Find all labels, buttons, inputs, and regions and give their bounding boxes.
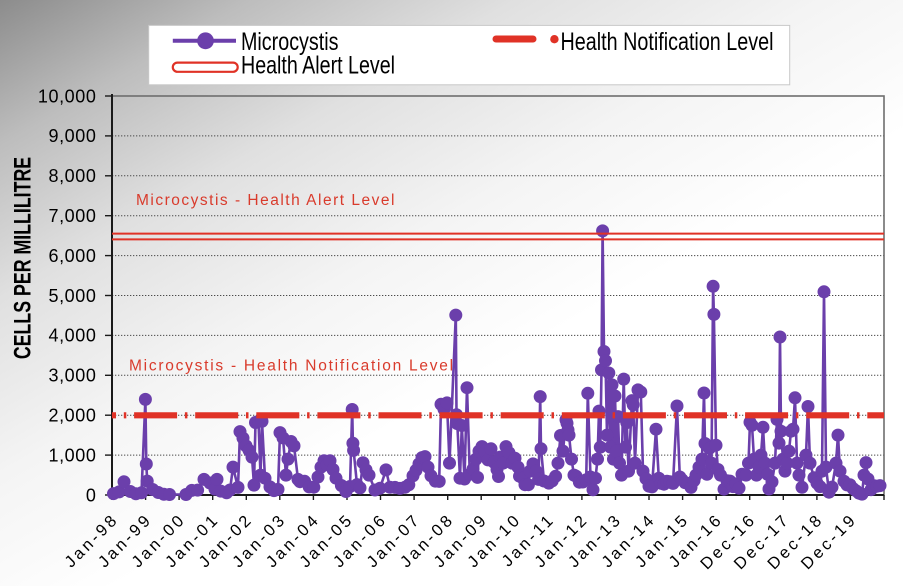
svg-text:6,000: 6,000 — [48, 246, 96, 266]
svg-text:Microcystis - Health Alert Lev: Microcystis - Health Alert Level — [136, 192, 396, 209]
svg-text:9,000: 9,000 — [48, 126, 96, 146]
svg-text:10,000: 10,000 — [38, 86, 97, 106]
svg-text:4,000: 4,000 — [48, 326, 96, 346]
svg-text:2,000: 2,000 — [48, 406, 96, 426]
svg-text:0: 0 — [86, 485, 97, 505]
svg-text:3,000: 3,000 — [48, 366, 96, 386]
svg-text:Microcystis - Health Notificat: Microcystis - Health Notification Level — [129, 358, 455, 375]
svg-text:Health Alert Level: Health Alert Level — [241, 52, 395, 80]
svg-text:7,000: 7,000 — [48, 206, 96, 226]
svg-text:1,000: 1,000 — [48, 445, 96, 465]
svg-text:Health Notification Level: Health Notification Level — [561, 28, 774, 56]
svg-text:5,000: 5,000 — [48, 286, 96, 306]
svg-text:Microcystis: Microcystis — [241, 28, 339, 56]
svg-text:8,000: 8,000 — [48, 166, 96, 186]
svg-text:CELLS PER MILLILITRE: CELLS PER MILLILITRE — [10, 157, 36, 359]
